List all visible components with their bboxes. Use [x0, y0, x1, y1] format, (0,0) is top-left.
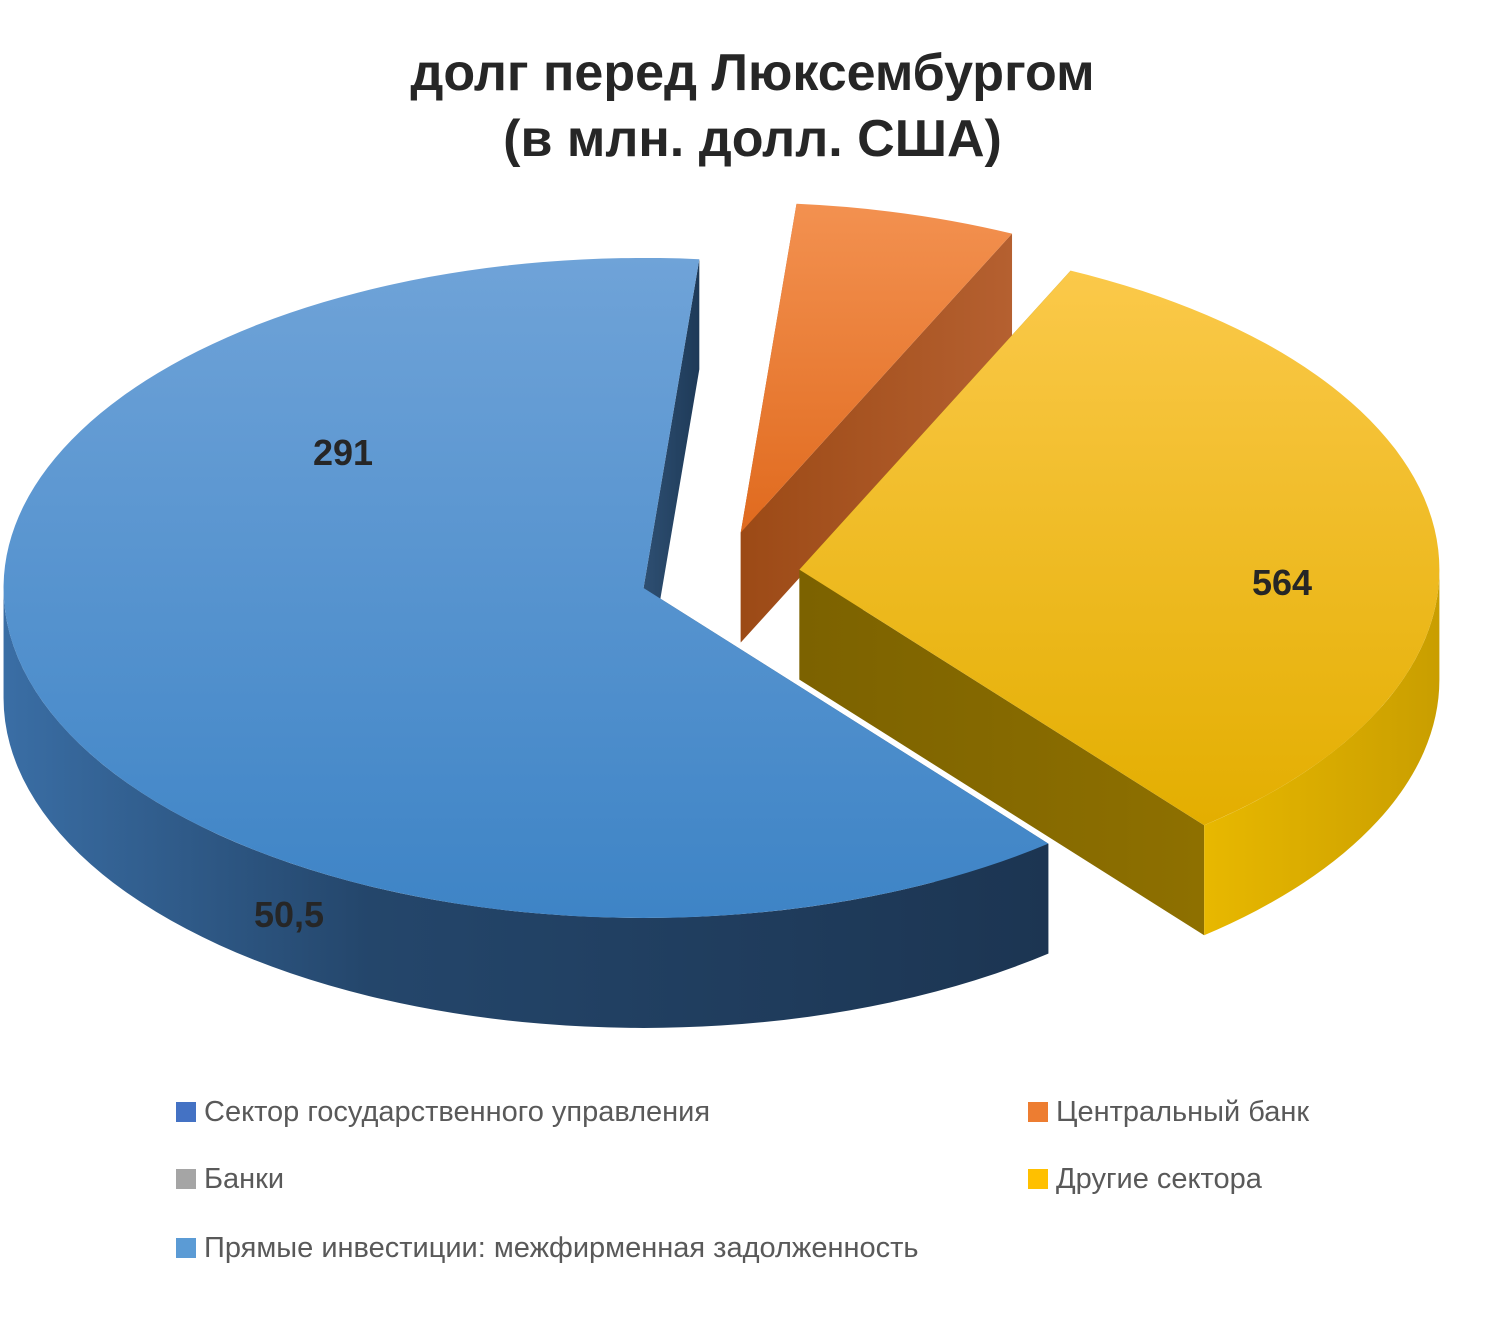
slice-top-face — [799, 270, 1440, 826]
legend-swatch — [176, 1102, 196, 1122]
legend-item-банки: Банки — [176, 1159, 284, 1199]
data-label-прямые-инвестиции-межфирменная-задолженность: 564 — [1252, 562, 1312, 603]
legend-item-центральный-банк: Центральный банк — [1028, 1092, 1309, 1132]
slice-top-face — [740, 203, 1013, 533]
legend-swatch — [1028, 1169, 1048, 1189]
legend-label: Прямые инвестиции: межфирменная задолжен… — [204, 1231, 919, 1264]
chart-title: долг перед Люксембургом (в млн. долл. СШ… — [0, 40, 1505, 172]
data-label-центральный-банк: 50,5 — [254, 894, 324, 935]
legend-swatch — [176, 1238, 196, 1258]
legend-swatch — [1028, 1102, 1048, 1122]
legend-item-сектор-государственного-управления: Сектор государственного управления — [176, 1092, 710, 1132]
slice-центральный-банк — [740, 203, 1013, 643]
slice-outer-side — [3, 587, 1049, 1028]
legend-swatch — [176, 1169, 196, 1189]
data-label-другие-сектора: 291 — [313, 432, 373, 473]
slice-cut-face — [740, 233, 1013, 643]
legend-label: Банки — [204, 1162, 285, 1195]
slice-другие-сектора — [799, 270, 1440, 936]
slice-top-face — [3, 257, 1049, 918]
slice-прямые-инвестиции-межфирменная-задолженность — [3, 257, 1049, 1028]
slice-cut-face — [799, 569, 1205, 936]
slice-outer-side — [1204, 569, 1440, 936]
chart-title-line-1: долг перед Люксембургом — [410, 44, 1095, 102]
legend-label: Центральный банк — [1056, 1095, 1310, 1128]
legend-label: Сектор государственного управления — [204, 1095, 711, 1128]
legend-label: Другие сектора — [1056, 1162, 1262, 1195]
legend-item-другие-сектора: Другие сектора — [1028, 1159, 1262, 1199]
data-labels: 50,5 291 564 — [254, 432, 1312, 935]
chart-title-line-2: (в млн. долл. США) — [503, 110, 1002, 168]
slice-cut-face — [643, 259, 700, 698]
pie-slices — [3, 203, 1440, 1028]
legend-item-прямые-инвестиции-межфирменная-задолженность: Прямые инвестиции: межфирменная задолжен… — [176, 1228, 919, 1268]
